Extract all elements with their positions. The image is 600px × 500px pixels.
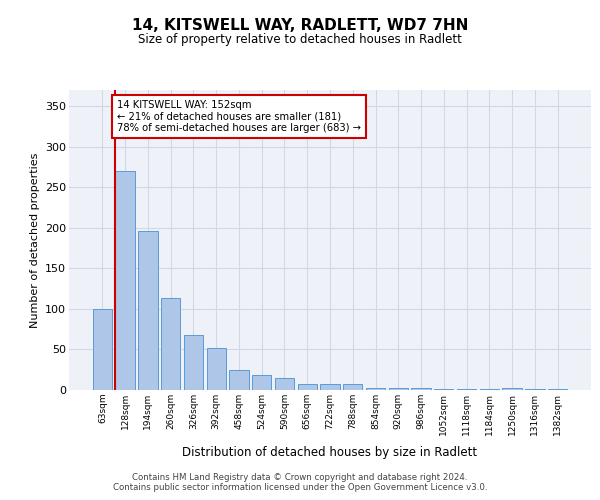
- Y-axis label: Number of detached properties: Number of detached properties: [29, 152, 40, 328]
- Bar: [502, 388, 522, 390]
- Bar: [320, 384, 340, 390]
- Bar: [298, 384, 317, 390]
- Bar: [184, 335, 203, 390]
- Bar: [366, 388, 385, 390]
- Bar: [479, 389, 499, 390]
- Bar: [457, 389, 476, 390]
- Bar: [138, 231, 158, 390]
- Text: 14 KITSWELL WAY: 152sqm
← 21% of detached houses are smaller (181)
78% of semi-d: 14 KITSWELL WAY: 152sqm ← 21% of detache…: [117, 100, 361, 133]
- Bar: [161, 298, 181, 390]
- Bar: [525, 389, 545, 390]
- Bar: [343, 384, 362, 390]
- Bar: [412, 388, 431, 390]
- Bar: [206, 348, 226, 390]
- Text: Contains HM Land Registry data © Crown copyright and database right 2024.
Contai: Contains HM Land Registry data © Crown c…: [113, 473, 487, 492]
- X-axis label: Distribution of detached houses by size in Radlett: Distribution of detached houses by size …: [182, 446, 478, 459]
- Text: 14, KITSWELL WAY, RADLETT, WD7 7HN: 14, KITSWELL WAY, RADLETT, WD7 7HN: [132, 18, 468, 32]
- Bar: [115, 171, 135, 390]
- Bar: [93, 309, 112, 390]
- Bar: [434, 389, 454, 390]
- Bar: [229, 370, 248, 390]
- Bar: [275, 378, 294, 390]
- Bar: [252, 376, 271, 390]
- Bar: [548, 389, 567, 390]
- Text: Size of property relative to detached houses in Radlett: Size of property relative to detached ho…: [138, 32, 462, 46]
- Bar: [389, 388, 408, 390]
